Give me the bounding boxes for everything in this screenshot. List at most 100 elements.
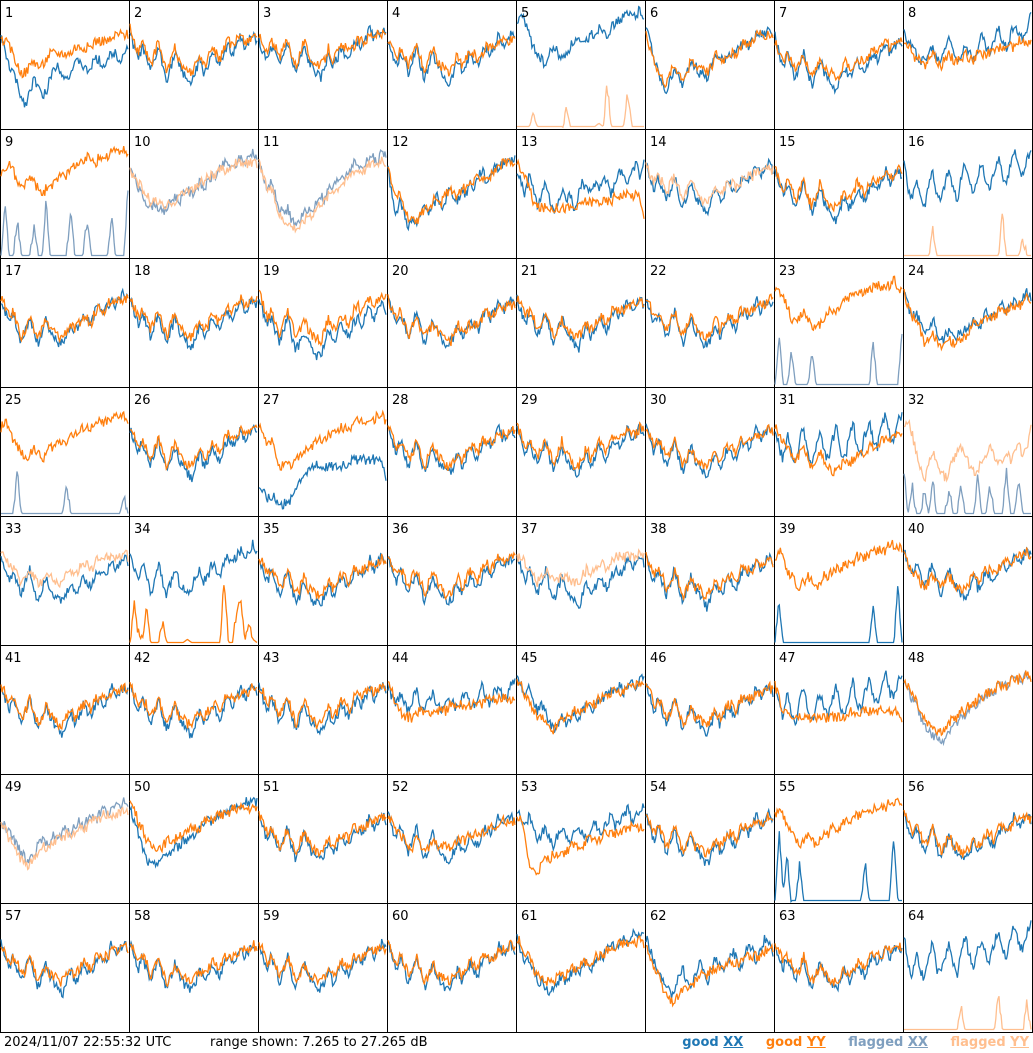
panel-border (645, 516, 775, 646)
series-yy (129, 940, 258, 988)
panel-label: 56 (908, 780, 925, 795)
panel-label: 59 (263, 909, 280, 924)
panel-label: 50 (134, 780, 151, 795)
footer: 2024/11/07 22:55:32 UTC range shown: 7.2… (0, 1032, 1033, 1053)
panel-label: 9 (5, 135, 13, 150)
series-yy (0, 410, 129, 463)
series-yy (387, 813, 516, 854)
series-yy (129, 158, 258, 210)
panel-label: 23 (779, 264, 796, 279)
panel-label: 64 (908, 909, 925, 924)
panel-11: 11 (258, 129, 388, 259)
panel-58: 58 (129, 903, 259, 1033)
series-yy (129, 800, 258, 854)
panel-27-plot: 27 (258, 387, 388, 517)
panel-10-plot: 10 (129, 129, 259, 259)
panel-22-plot: 22 (645, 258, 775, 388)
series-yy (645, 293, 774, 342)
series-xx (0, 554, 129, 604)
series-xx (129, 30, 258, 87)
panel-26: 26 (129, 387, 259, 517)
panel-26-plot: 26 (129, 387, 259, 517)
panel-label: 38 (650, 522, 667, 537)
panel-14: 14 (645, 129, 775, 259)
series-xx (903, 149, 1032, 208)
panel-16: 16 (903, 129, 1033, 259)
series-xx (774, 670, 903, 727)
panel-60: 60 (387, 903, 517, 1033)
panel-42: 42 (129, 645, 259, 775)
panel-12-plot: 12 (387, 129, 517, 259)
series-xx (516, 673, 645, 733)
panel-37: 37 (516, 516, 646, 646)
panel-label: 42 (134, 651, 151, 666)
panel-34: 34 (129, 516, 259, 646)
panel-border (258, 387, 388, 517)
panel-19: 19 (258, 258, 388, 388)
panel-25-plot: 25 (0, 387, 130, 517)
series-yy (774, 275, 903, 332)
series-yy (903, 419, 1032, 483)
panel-35-plot: 35 (258, 516, 388, 646)
series-xx (387, 553, 516, 607)
panel-border (903, 258, 1033, 388)
panel-44-plot: 44 (387, 645, 517, 775)
panel-label: 34 (134, 522, 151, 537)
panel-label: 24 (908, 264, 925, 279)
series-xx (903, 812, 1032, 861)
series-yy (387, 157, 516, 225)
panel-label: 1 (5, 6, 13, 21)
series-yy (0, 682, 129, 731)
panel-border (387, 903, 517, 1033)
series-yy (0, 806, 129, 871)
panel-24-plot: 24 (903, 258, 1033, 388)
panel-label: 27 (263, 393, 280, 408)
panel-33-plot: 33 (0, 516, 130, 646)
panel-border (903, 129, 1033, 259)
panel-23: 23 (774, 258, 904, 388)
panel-label: 4 (392, 6, 400, 21)
panel-53-plot: 53 (516, 774, 646, 904)
panel-label: 11 (263, 135, 280, 150)
panel-51-plot: 51 (258, 774, 388, 904)
panel-label: 36 (392, 522, 409, 537)
panel-47: 47 (774, 645, 904, 775)
panel-label: 46 (650, 651, 667, 666)
series-xx (516, 927, 645, 997)
series-xx (258, 938, 387, 993)
series-xx (903, 12, 1032, 66)
panel-label: 44 (392, 651, 409, 666)
series-yy (129, 294, 258, 342)
panel-33: 33 (0, 516, 130, 646)
panel-label: 6 (650, 6, 658, 21)
panel-1: 1 (0, 0, 130, 130)
panel-7: 7 (774, 0, 904, 130)
panel-51: 51 (258, 774, 388, 904)
panel-border (387, 516, 517, 646)
series-yy (645, 162, 774, 207)
panel-61-plot: 61 (516, 903, 646, 1033)
series-yy (516, 158, 645, 219)
series-xx (774, 166, 903, 225)
panel-2-plot: 2 (129, 0, 259, 130)
panel-label: 2 (134, 6, 142, 21)
legend-good-xx: good XX (682, 1035, 744, 1050)
panel-label: 8 (908, 6, 916, 21)
panel-border (516, 258, 646, 388)
panel-label: 53 (521, 780, 538, 795)
panel-54-plot: 54 (645, 774, 775, 904)
panel-32: 32 (903, 387, 1033, 517)
panel-label: 60 (392, 909, 409, 924)
panel-12: 12 (387, 129, 517, 259)
panel-39-plot: 39 (774, 516, 904, 646)
panel-8-plot: 8 (903, 0, 1033, 130)
panel-31: 31 (774, 387, 904, 517)
series-xx (516, 5, 645, 70)
panel-label: 54 (650, 780, 667, 795)
panel-62-plot: 62 (645, 903, 775, 1033)
panel-border (129, 258, 259, 388)
panel-2: 2 (129, 0, 259, 130)
series-yy (129, 23, 258, 77)
panel-label: 51 (263, 780, 280, 795)
panel-border (0, 0, 130, 130)
